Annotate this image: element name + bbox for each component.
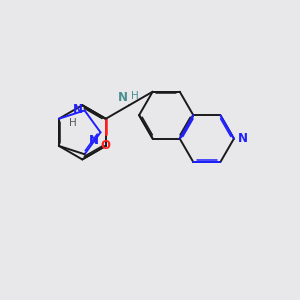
- Text: N: N: [118, 91, 128, 104]
- Text: N: N: [238, 132, 248, 145]
- Text: H: H: [131, 92, 138, 101]
- Text: N: N: [73, 103, 82, 116]
- Text: O: O: [101, 139, 111, 152]
- Text: N: N: [88, 134, 98, 147]
- Text: H: H: [69, 118, 76, 128]
